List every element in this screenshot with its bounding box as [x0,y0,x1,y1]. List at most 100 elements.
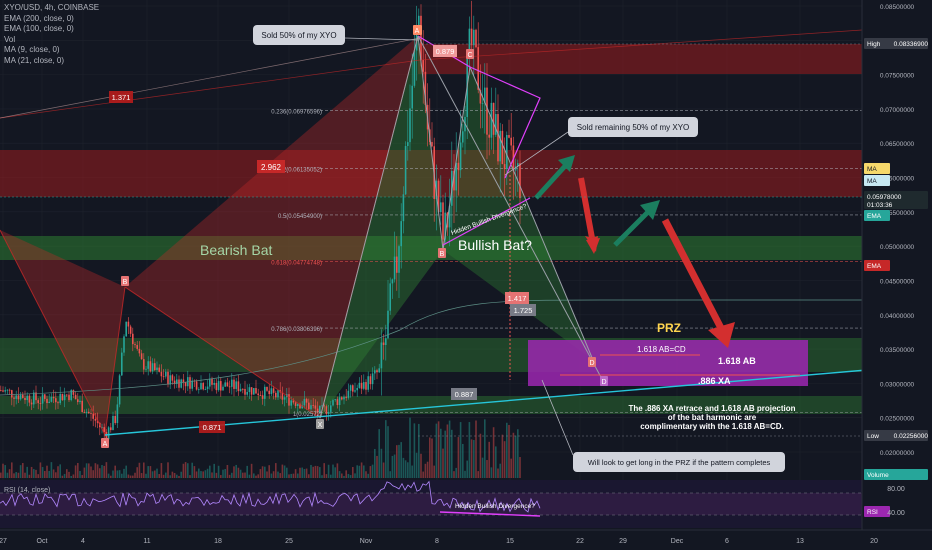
volume-bar [369,466,372,478]
indicator-ma21: MA (21, close, 0) [4,55,65,65]
candle-body [314,405,317,409]
svg-text:D: D [601,379,606,386]
candle-body [371,373,374,385]
candle-body [17,395,20,400]
volume-bar [303,468,306,478]
ray-line [0,37,421,119]
candle-body [176,379,178,384]
volume-bar [94,463,97,478]
volume-bar [257,474,259,478]
volume-bar [15,472,17,478]
volume-bar [473,440,475,478]
candle-body [103,427,105,433]
volume-bar [314,465,317,478]
candle-body [459,142,462,171]
ratio-0879: 0.879 [433,45,457,57]
candle-body [347,390,350,398]
svg-text:0.05978000: 0.05978000 [867,194,902,201]
volume-bar [81,475,83,478]
candle-body [224,382,226,387]
chart-legend: XYO/USD, 4h, COINBASE EMA (200, close, 0… [4,3,99,66]
bearish-bat-bcd [125,36,418,418]
candle-body [191,380,193,389]
candle-body [330,405,332,412]
candle-body [360,382,363,389]
candle-body [195,381,198,390]
candle-body [413,50,416,86]
volume-bar [13,473,15,478]
marker-b: B [438,248,446,258]
volume-bar [162,474,165,478]
price-tick: 0.02500000 [880,416,915,423]
volume-bar [312,466,314,478]
candle-body [378,368,380,373]
candle-body [308,402,310,410]
candle-body [244,388,246,395]
candle-body [88,411,90,414]
indicator-vol: Vol [4,34,16,44]
volume-bar [191,462,193,478]
volume-bar [41,467,44,478]
candle-body [292,400,295,403]
price-tick: 0.02000000 [880,450,915,457]
svg-text:EMA: EMA [867,263,882,270]
price-badge: MA [864,175,890,186]
volume-bar [145,473,147,478]
candle-body [121,352,123,376]
candle-body [411,85,413,109]
volume-bar [231,472,233,478]
explanation-line-3: complimentary with the 1.618 AB=CD. [640,422,784,431]
candle-body [173,380,176,384]
volume-bar [173,472,176,478]
ab-cd-label: 1.618 AB=CD [637,345,686,354]
volume-bar [490,467,493,478]
candle-body [486,87,488,135]
volume-bar [517,429,519,478]
volume-bar [11,462,13,478]
candle-body [352,385,354,392]
volume-bar [202,471,204,478]
time-axis[interactable]: 27 Oct 4 11 18 25 Nov 8 15 22 29 Dec 6 13 20 [0,529,932,550]
candle-body [312,405,314,406]
candle-body [248,387,251,393]
volume-bar [323,463,325,478]
volume-bar [182,463,185,478]
candle-body [440,202,442,213]
ema-200-line [0,29,863,119]
candle-body [138,348,141,354]
candle-body [323,405,325,407]
marker-a: A [413,25,422,35]
volume-bar [107,473,110,478]
candle-body [396,256,398,273]
candle-body [246,392,248,395]
candle-body [343,396,345,400]
volume-bar [420,453,422,478]
time-tick: 20 [870,538,878,545]
volume-bar [336,463,339,478]
candle-body [393,256,396,280]
candle-body [147,361,149,369]
candle-body [407,142,409,147]
svg-text:1.725: 1.725 [514,306,533,315]
volume-bar [103,465,105,478]
volume-bar [198,468,200,478]
explanation-line-2: of the bat harmonic are [668,413,757,422]
rsi-div-line [439,511,541,517]
candle-body [13,397,15,399]
candle-body [488,134,490,138]
volume-bar [74,465,77,478]
volume-bar [211,472,213,478]
marker-bear-a: A [101,438,109,448]
price-tick: 0.04000000 [880,313,915,320]
candle-body [389,283,391,311]
svg-text:0.08336900: 0.08336900 [894,41,929,48]
volume-bar [402,457,405,478]
hidden-div-price-line [442,197,531,246]
candle-body [400,221,402,247]
volume-bar [453,471,455,478]
volume-bar [235,464,237,478]
volume-bar [389,471,391,478]
volume-bar [147,466,149,478]
